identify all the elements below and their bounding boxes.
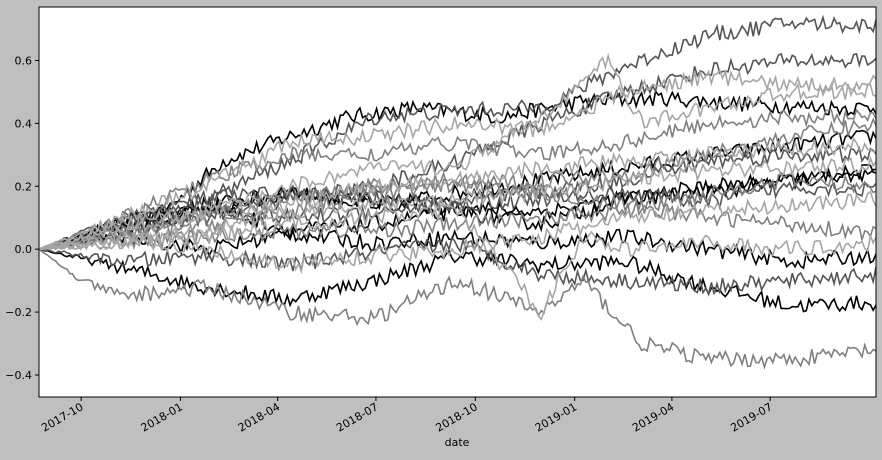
series-layer (38, 14, 877, 370)
series-line-10 (38, 236, 877, 297)
y-tick-label: 0.6 (15, 54, 33, 67)
series-line-7 (38, 14, 877, 250)
y-tick-label: 0.4 (15, 117, 33, 130)
series-line-22 (38, 155, 877, 250)
series-line-16 (38, 108, 877, 250)
series-line-19 (38, 204, 877, 321)
series-line-12 (38, 248, 877, 370)
series-line-2 (38, 129, 877, 250)
y-tick-label: −0.2 (5, 306, 32, 319)
series-line-8 (38, 52, 877, 250)
axes-frame (38, 6, 877, 398)
series-line-13 (38, 117, 877, 250)
series-line-20 (38, 136, 877, 250)
y-tick-label: −0.4 (5, 369, 32, 382)
y-tick-label: 0.0 (15, 243, 33, 256)
y-tick-label: 0.2 (15, 180, 33, 193)
series-line-11 (38, 180, 877, 250)
series-line-9 (38, 145, 877, 250)
series-line-21 (38, 190, 877, 275)
x-axis-label: date (445, 436, 470, 449)
series-line-17 (38, 68, 877, 250)
